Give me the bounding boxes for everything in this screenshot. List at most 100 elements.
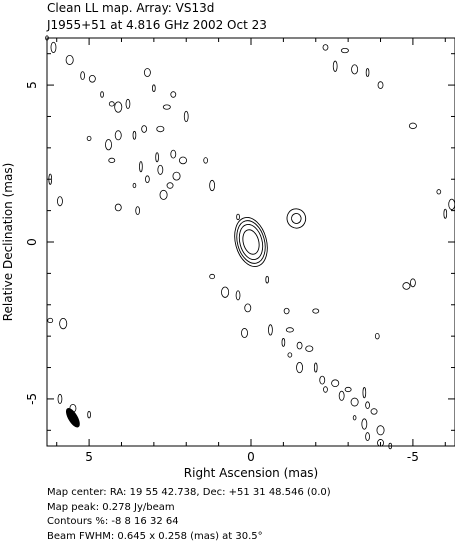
- noise-contour: [114, 101, 123, 113]
- noise-contour: [155, 152, 159, 163]
- noise-contour: [265, 275, 269, 284]
- y-tick-label: 5: [25, 81, 39, 89]
- noise-contour: [157, 164, 164, 175]
- noise-contour: [443, 208, 448, 219]
- noise-contour: [100, 91, 104, 98]
- chart-subtitle: J1955+51 at 4.816 GHz 2002 Oct 23: [46, 18, 267, 32]
- x-tick-label: 5: [85, 450, 93, 464]
- component-contour: [238, 224, 264, 260]
- noise-contour: [88, 75, 96, 83]
- noise-contour: [285, 327, 294, 333]
- chart-title: Clean LL map. Array: VS13d: [47, 1, 214, 15]
- noise-contour: [319, 375, 326, 385]
- noise-contour: [312, 308, 320, 314]
- component-contour: [286, 208, 307, 229]
- noise-contour: [350, 397, 359, 407]
- noise-contour: [322, 44, 329, 51]
- noise-contour: [108, 157, 116, 163]
- noise-contour: [340, 47, 349, 54]
- noise-contour: [370, 408, 378, 415]
- noise-contour: [114, 203, 122, 212]
- noise-contour: [287, 352, 293, 358]
- noise-contours: [45, 35, 455, 450]
- y-tick-label: -5: [25, 393, 39, 405]
- noise-contour: [296, 341, 303, 350]
- noise-contour: [132, 182, 137, 189]
- noise-contour: [135, 206, 141, 216]
- noise-contour: [305, 345, 314, 352]
- noise-contour: [178, 156, 187, 165]
- noise-contour: [365, 68, 370, 77]
- noise-contour: [377, 81, 384, 89]
- noise-contour: [268, 324, 273, 336]
- component-contour: [242, 229, 260, 255]
- component-contour: [291, 213, 302, 224]
- x-tick-label: -5: [407, 450, 419, 464]
- noise-contour: [48, 173, 53, 185]
- noise-contour: [365, 432, 370, 441]
- noise-contour: [388, 442, 393, 450]
- noise-contour: [209, 179, 216, 192]
- x-tick-label: 0: [247, 450, 255, 464]
- noise-contour: [377, 439, 384, 447]
- component-contour: [234, 217, 268, 267]
- noise-contour: [145, 175, 150, 184]
- plot-frame: [46, 37, 455, 447]
- noise-contour: [172, 171, 181, 181]
- noise-contour: [183, 110, 189, 123]
- beam-fwhm-text: Beam FWHM: 0.645 x 0.258 (mas) at 30.5°: [47, 530, 263, 542]
- noise-contour: [162, 104, 171, 110]
- noise-contour: [436, 189, 442, 195]
- noise-contour: [402, 282, 411, 290]
- noise-contour: [156, 125, 165, 133]
- noise-contour: [105, 139, 112, 151]
- noise-contour: [152, 84, 156, 93]
- map-info: Map center: RA: 19 55 42.738, Dec: +51 3…: [47, 486, 331, 544]
- y-tick-label: 0: [25, 238, 39, 246]
- noise-contour: [332, 60, 338, 72]
- noise-contour: [241, 328, 248, 339]
- contour-map: Clean LL map. Array: VS13d J1955+51 at 4…: [1, 1, 455, 480]
- noise-contour: [209, 273, 216, 280]
- noise-contour: [141, 125, 148, 133]
- noise-contour: [236, 213, 240, 221]
- noise-contour: [296, 361, 304, 374]
- beam-ellipse: [65, 408, 80, 428]
- noise-contour: [125, 98, 131, 109]
- contours-text: Contours %: -8 8 16 32 64: [47, 516, 179, 527]
- noise-contour: [87, 410, 91, 419]
- noise-contour: [114, 130, 122, 141]
- noise-contour: [143, 68, 151, 77]
- noise-contour: [352, 415, 357, 421]
- axis-ticks: 5 0 -5 5 0 -5: [25, 38, 455, 464]
- noise-contour: [108, 101, 115, 107]
- noise-contour: [203, 157, 209, 164]
- noise-contour: [313, 362, 318, 373]
- noise-contour: [59, 317, 68, 330]
- source-components: [234, 208, 307, 267]
- noise-contour: [50, 41, 57, 54]
- noise-contour: [362, 387, 367, 399]
- map-center-text: Map center: RA: 19 55 42.738, Dec: +51 3…: [47, 487, 331, 498]
- noise-contour: [65, 54, 74, 65]
- noise-contour: [86, 135, 92, 142]
- noise-contour: [351, 64, 359, 75]
- noise-contour: [244, 303, 252, 313]
- noise-contour: [365, 401, 370, 410]
- noise-contour: [159, 189, 168, 200]
- noise-contour: [323, 386, 328, 393]
- noise-contour: [221, 286, 230, 298]
- x-axis-label: Right Ascension (mas): [184, 466, 318, 480]
- noise-contour: [57, 196, 63, 207]
- noise-contour: [448, 198, 455, 210]
- noise-contour: [410, 278, 416, 288]
- component-contour: [236, 220, 266, 264]
- map-peak-text: Map peak: 0.278 Jy/beam: [47, 501, 175, 513]
- noise-contour: [376, 425, 385, 436]
- noise-contour: [408, 122, 417, 130]
- noise-contour: [344, 386, 352, 393]
- noise-contour: [361, 418, 368, 430]
- noise-contour: [170, 149, 177, 159]
- y-axis-label: Relative Declination (mas): [1, 163, 15, 322]
- noise-contour: [139, 161, 143, 173]
